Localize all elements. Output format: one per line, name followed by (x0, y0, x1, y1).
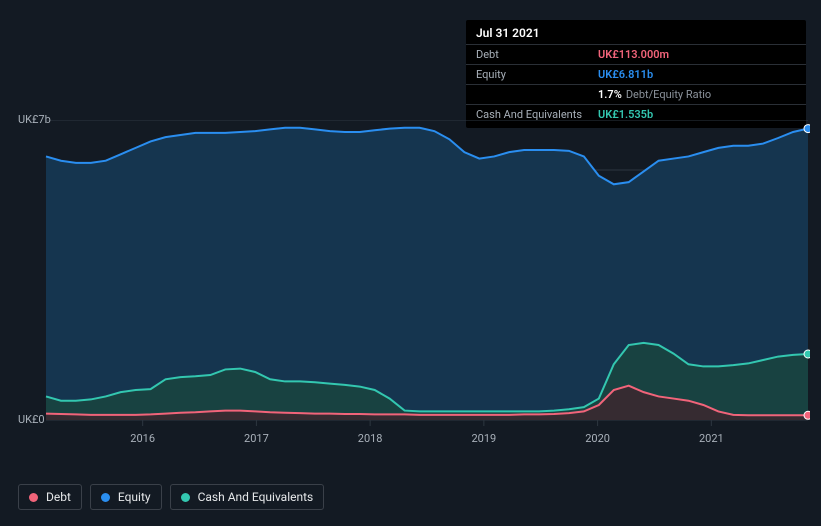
chart-tooltip: Jul 31 2021 DebtUK£113.000mEquityUK£6.81… (466, 20, 806, 128)
legend-item-equity[interactable]: Equity (90, 484, 162, 510)
tooltip-value: UK£113.000m (598, 48, 669, 61)
legend-dot-icon (181, 493, 190, 502)
tooltip-row: EquityUK£6.811b (466, 64, 806, 84)
x-axis-label: 2020 (585, 432, 610, 445)
chart-legend: Debt Equity Cash And Equivalents (18, 484, 324, 510)
x-axis-label: 2019 (471, 432, 496, 445)
series-end-marker (804, 350, 810, 358)
legend-label: Equity (118, 490, 151, 504)
legend-label: Debt (46, 490, 71, 504)
series-end-marker (804, 411, 810, 419)
tooltip-label: Equity (476, 68, 598, 81)
x-axis-label: 2017 (244, 432, 269, 445)
legend-item-debt[interactable]: Debt (18, 484, 82, 510)
legend-item-cash-and-equivalents[interactable]: Cash And Equivalents (170, 484, 325, 510)
chart-svg (18, 120, 810, 460)
legend-dot-icon (29, 493, 38, 502)
tooltip-label: Debt (476, 48, 598, 61)
x-axis-label: 2021 (699, 432, 724, 445)
tooltip-row: 1.7%Debt/Equity Ratio (466, 84, 806, 104)
x-axis-label: 2018 (358, 432, 383, 445)
y-axis-label: UK£0 (18, 413, 45, 426)
x-axis-label: 2016 (130, 432, 155, 445)
y-axis-label: UK£7b (18, 113, 51, 126)
tooltip-row: DebtUK£113.000m (466, 44, 806, 64)
financials-chart: UK£7bUK£0 201620172018201920202021 (18, 120, 808, 464)
tooltip-label (476, 88, 598, 101)
tooltip-date: Jul 31 2021 (466, 26, 806, 44)
tooltip-value: UK£6.811b (598, 68, 653, 81)
tooltip-sublabel: Debt/Equity Ratio (626, 88, 711, 101)
series-end-marker (804, 125, 810, 133)
legend-dot-icon (101, 493, 110, 502)
legend-label: Cash And Equivalents (198, 490, 314, 504)
tooltip-value: 1.7%Debt/Equity Ratio (598, 88, 711, 101)
